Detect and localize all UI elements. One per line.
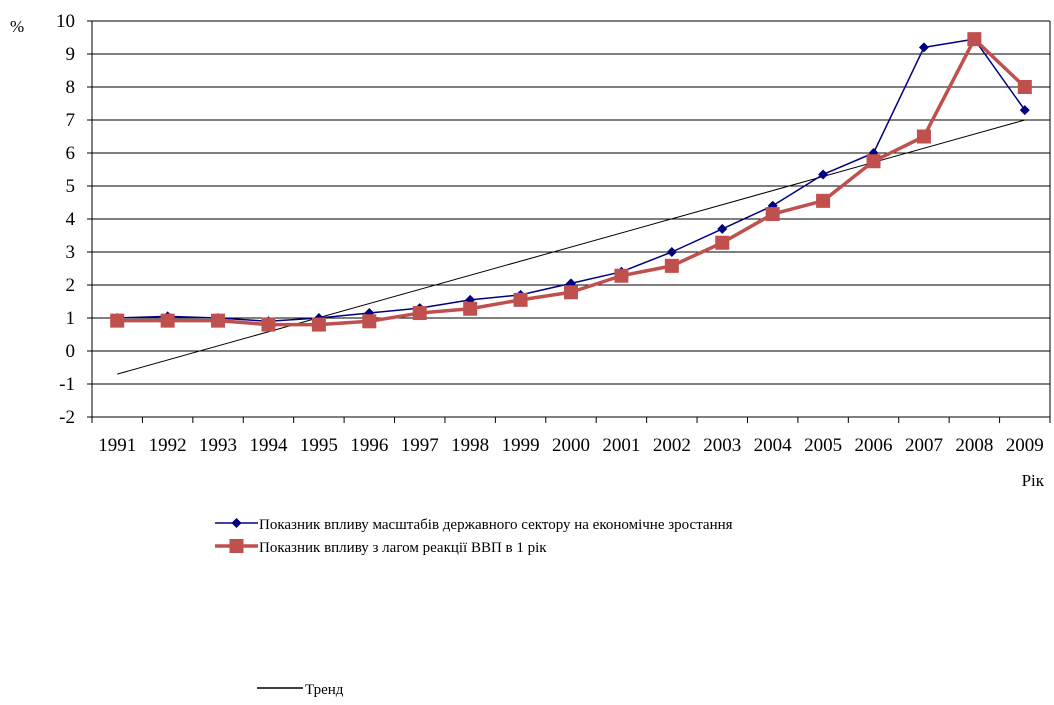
data-point xyxy=(818,169,829,180)
series-3 xyxy=(117,119,1025,375)
data-point xyxy=(261,317,276,332)
data-point xyxy=(362,314,377,329)
data-point xyxy=(967,32,982,47)
x-tick-label: 2002 xyxy=(653,435,691,456)
x-tick-label: 1998 xyxy=(451,435,489,456)
y-axis-label: % xyxy=(10,17,24,36)
x-tick-label: 1993 xyxy=(199,435,237,456)
y-tick-label: 8 xyxy=(66,77,76,98)
x-tick-label: 2004 xyxy=(754,435,793,456)
x-tick-label: 2003 xyxy=(703,435,741,456)
y-tick-label: -1 xyxy=(59,374,75,395)
x-tick-label: 2008 xyxy=(955,435,993,456)
x-tick-labels: 1991 1992 1993 1994 1995 1996 1997 1998 1999 2000… xyxy=(98,435,1044,456)
legend-marker xyxy=(229,539,244,553)
y-tick-label: 3 xyxy=(66,242,76,263)
data-point xyxy=(564,285,578,300)
data-point xyxy=(463,301,478,316)
data-point xyxy=(311,317,326,332)
y-tick-label: 9 xyxy=(66,44,76,65)
x-tick-label: 2000 xyxy=(552,435,590,456)
axes xyxy=(87,20,1051,423)
series-line xyxy=(117,119,1025,375)
data-point xyxy=(866,154,881,169)
legend-label: Тренд xyxy=(305,682,344,698)
x-tick-label: 2005 xyxy=(804,435,842,456)
x-tick-label: 1994 xyxy=(249,435,288,456)
legend-label: Показник впливу масштабів державного сек… xyxy=(259,517,733,533)
data-point xyxy=(614,268,629,283)
x-tick-label: 1995 xyxy=(300,435,338,456)
y-tick-label: 1 xyxy=(66,308,76,329)
y-tick-label: 6 xyxy=(66,143,76,164)
series-1 xyxy=(112,34,1030,327)
data-point xyxy=(1019,105,1030,116)
gridlines xyxy=(92,20,1050,418)
y-tick-labels: -2 -1 0 1 2 3 4 5 6 7 8 9 10 xyxy=(56,11,76,428)
legend-item-2: Показник впливу з лагом реакції ВВП в 1 … xyxy=(215,539,547,556)
data-point xyxy=(916,129,931,144)
data-point xyxy=(666,247,677,257)
data-point xyxy=(765,207,780,222)
legend-item-1: Показник впливу масштабів державного сек… xyxy=(215,517,733,533)
data-point xyxy=(918,42,929,53)
x-tick-label: 1997 xyxy=(401,435,439,456)
series xyxy=(110,32,1032,375)
data-point xyxy=(1017,80,1032,94)
y-tick-label: 4 xyxy=(66,209,76,230)
data-point xyxy=(715,235,730,250)
legend-item-3: Тренд xyxy=(257,682,344,698)
y-tick-label: 5 xyxy=(66,176,76,197)
y-tick-label: 2 xyxy=(66,275,76,296)
x-tick-label: 1996 xyxy=(350,435,388,456)
legend-marker xyxy=(231,518,242,528)
data-point xyxy=(664,258,679,273)
data-point xyxy=(513,292,528,307)
x-tick-label: 2009 xyxy=(1006,435,1044,456)
x-tick-label: 1999 xyxy=(502,435,540,456)
y-tick-label: 10 xyxy=(56,11,75,32)
x-tick-label: 1991 xyxy=(98,435,136,456)
x-axis-label: Рік xyxy=(1022,471,1045,490)
x-tick-label: 2001 xyxy=(602,435,640,456)
data-point xyxy=(211,313,226,328)
data-point xyxy=(412,306,427,321)
legend-label: Показник впливу з лагом реакції ВВП в 1 … xyxy=(259,540,547,556)
data-point xyxy=(717,223,728,234)
data-point xyxy=(160,313,175,328)
x-tick-label: 2007 xyxy=(905,435,943,456)
data-point xyxy=(110,313,125,328)
y-tick-label: 0 xyxy=(66,341,76,362)
series-2 xyxy=(110,32,1032,332)
y-tick-label: 7 xyxy=(66,110,76,131)
data-point xyxy=(816,193,831,208)
x-tick-label: 2006 xyxy=(855,435,893,456)
legend: Показник впливу масштабів державного сек… xyxy=(215,517,733,698)
y-tick-label: -2 xyxy=(59,407,75,428)
x-tick-label: 1992 xyxy=(149,435,187,456)
